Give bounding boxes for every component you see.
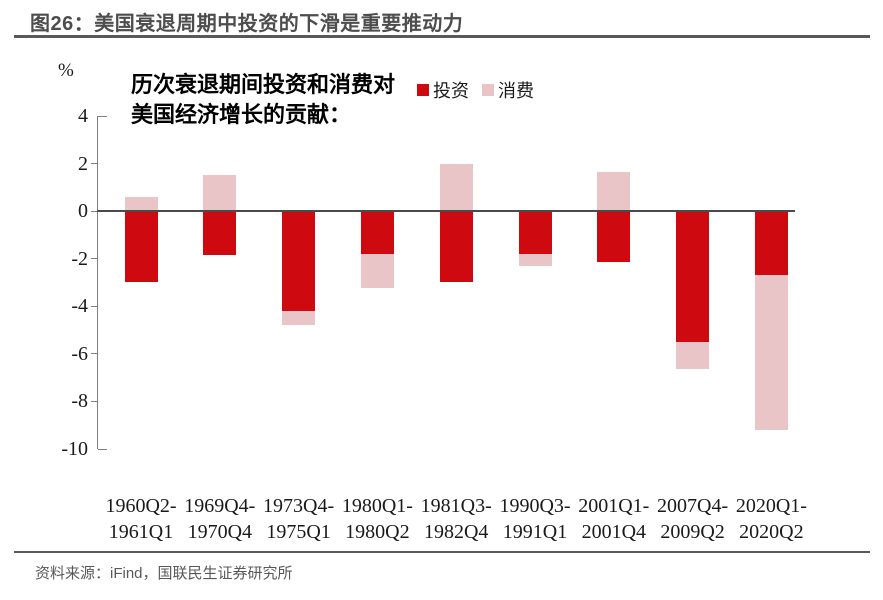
y-axis-tick-label: 0 [78,200,88,223]
plot-area [91,115,807,450]
bar-invest-4 [439,211,473,283]
bar-invest-2 [282,211,316,312]
bar-invest-1 [203,211,237,256]
bar-consume-8 [754,275,788,430]
bar-consume-7 [676,341,710,370]
legend-label-invest: 投资 [433,81,469,101]
y-axis-tick-label: -6 [71,342,88,365]
bar-invest-3 [360,211,394,254]
y-axis-tick-label: -2 [71,247,88,270]
bar-consume-1 [203,175,237,212]
y-axis-tick [91,258,97,260]
y-axis-tick [98,448,107,450]
x-axis-label-0: 1960Q2- 1961Q1 [105,495,177,543]
y-axis-tick [91,210,97,212]
y-axis-tick [91,353,97,355]
annotation-line-1: 历次衰退期间投资和消费对 [131,72,396,97]
x-axis-label-2: 1973Q4- 1975Q1 [263,495,335,543]
legend-item-invest: 投资 [417,77,469,103]
x-axis-label-6: 2001Q1- 2001Q4 [578,495,650,543]
legend-item-consume: 消费 [482,77,534,103]
y-axis-tick-label: 4 [78,105,88,127]
y-axis-line [97,116,98,449]
y-axis-tick [91,400,97,402]
chart-legend: 投资 消费 [417,77,534,103]
bar-consume-0 [124,196,158,212]
bar-invest-5 [518,211,552,254]
y-axis-tick-label: -10 [61,438,88,460]
y-axis-tick-label: 2 [78,152,88,175]
bar-invest-8 [754,211,788,276]
bar-invest-7 [676,211,710,342]
x-axis-label-4: 1981Q3- 1982Q4 [420,495,492,543]
zero-line [97,210,795,213]
source-note: 资料来源：iFind，国联民生证券研究所 [35,565,293,582]
bar-consume-5 [518,253,552,266]
title-underline [14,35,870,38]
y-axis-tick [98,115,107,117]
bar-invest-0 [124,211,158,283]
x-axis-label-5: 1990Q3- 1991Q1 [499,495,571,543]
y-axis-unit-label: % [58,60,74,81]
bar-consume-6 [597,171,631,212]
bar-consume-2 [282,311,316,326]
bar-consume-4 [439,163,473,212]
annotation-line-2: 美国经济增长的贡献： [131,102,352,127]
y-axis-tick [91,305,97,307]
bar-invest-6 [597,211,631,263]
y-axis-tick [91,163,97,165]
x-axis-label-7: 2007Q4- 2009Q2 [657,495,729,543]
y-axis-tick-label: -4 [71,295,88,318]
x-axis-label-1: 1969Q4- 1970Q4 [184,495,256,543]
x-axis-label-3: 1980Q1- 1980Q2 [341,495,413,543]
invest-legend-swatch [417,84,429,96]
y-axis-tick-label: -8 [71,390,88,413]
consume-legend-swatch [482,84,494,96]
chart-annotation: 历次衰退期间投资和消费对 美国经济增长的贡献： [131,70,395,130]
x-axis-label-8: 2020Q1- 2020Q2 [735,495,807,543]
figure-title: 图26：美国衰退周期中投资的下滑是重要推动力 [30,13,464,35]
footer-divider [14,551,870,553]
bar-consume-3 [360,253,394,289]
legend-label-consume: 消费 [498,81,534,101]
